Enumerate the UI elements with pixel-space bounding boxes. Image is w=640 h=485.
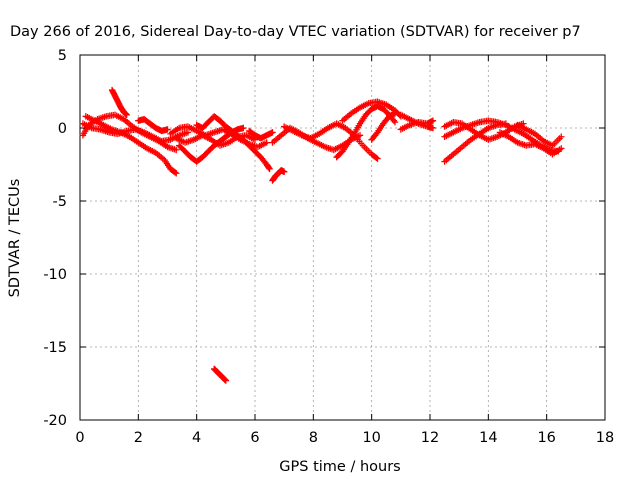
x-tick-label: 4 bbox=[192, 430, 201, 446]
x-tick-label: 12 bbox=[421, 430, 439, 446]
data-point bbox=[171, 169, 179, 176]
x-tick-label: 10 bbox=[362, 430, 380, 446]
data-point bbox=[391, 118, 399, 126]
y-tick-label: -15 bbox=[43, 340, 67, 356]
data-marks bbox=[79, 86, 565, 384]
data-point bbox=[263, 139, 270, 146]
data-point bbox=[266, 165, 273, 173]
data-point bbox=[234, 132, 241, 139]
data-point bbox=[390, 117, 398, 124]
data-point bbox=[373, 130, 380, 138]
data-point bbox=[164, 126, 171, 133]
grid bbox=[80, 55, 605, 420]
data-point bbox=[429, 117, 437, 124]
data-point bbox=[374, 155, 381, 162]
y-axis-label: SDTVAR / TECUs bbox=[7, 179, 23, 298]
x-tick-label: 0 bbox=[75, 430, 84, 446]
data-point bbox=[123, 111, 130, 119]
plot-frame bbox=[79, 54, 606, 421]
data-point bbox=[233, 131, 240, 138]
x-tick-label: 14 bbox=[479, 430, 497, 446]
axes bbox=[79, 54, 606, 421]
y-tick-label: 0 bbox=[58, 121, 67, 137]
y-tick-label: 5 bbox=[58, 48, 67, 64]
chart-title: Day 266 of 2016, Sidereal Day-to-day VTE… bbox=[10, 24, 581, 40]
data-point bbox=[429, 124, 437, 132]
data-point bbox=[222, 377, 230, 384]
data-point bbox=[558, 145, 565, 152]
data-point bbox=[356, 132, 364, 139]
tick-labels: 0 2 4 6 8 10 12 14 16 18 5 0 -5 -10 -15 -20 bbox=[43, 48, 614, 446]
x-tick-label: 16 bbox=[537, 430, 555, 446]
data-point bbox=[280, 168, 288, 175]
x-tick-label: 2 bbox=[134, 430, 143, 446]
data-point bbox=[269, 129, 276, 136]
data-point bbox=[173, 146, 180, 154]
y-tick-label: -5 bbox=[53, 194, 67, 210]
x-axis-label: GPS time / hours bbox=[279, 459, 400, 475]
x-tick-label: 6 bbox=[250, 430, 259, 446]
data-point bbox=[173, 170, 180, 177]
y-tick-label: -10 bbox=[43, 267, 67, 283]
y-tick-label: -20 bbox=[43, 413, 67, 429]
data-point bbox=[240, 124, 247, 132]
data-point bbox=[391, 110, 399, 117]
x-tick-label: 8 bbox=[309, 430, 318, 446]
data-point bbox=[184, 129, 192, 136]
data-point bbox=[373, 154, 380, 161]
data-point bbox=[558, 133, 565, 140]
x-tick-label: 18 bbox=[596, 430, 614, 446]
